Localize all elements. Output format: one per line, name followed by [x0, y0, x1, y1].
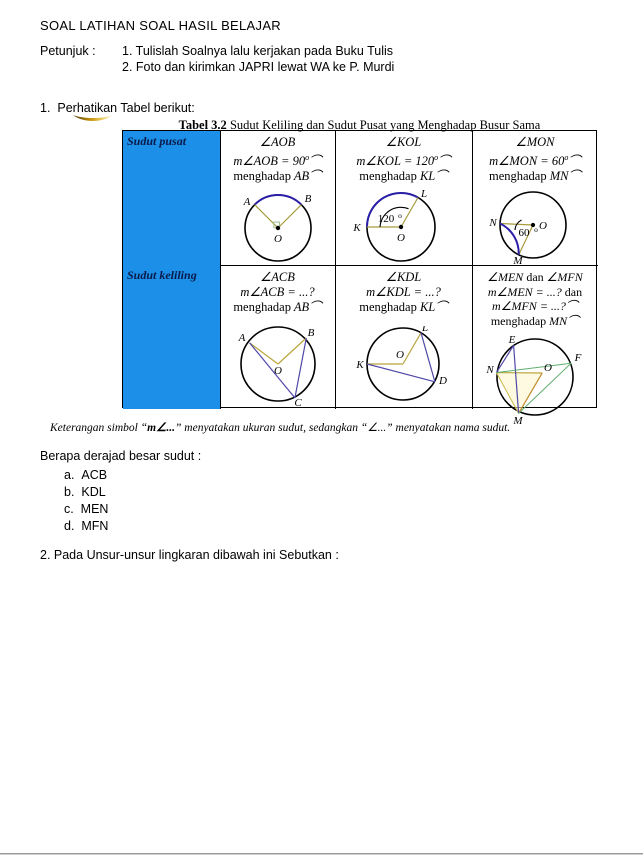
- svg-text:N: N: [485, 364, 494, 376]
- svg-text:B: B: [305, 193, 312, 205]
- svg-text:L: L: [421, 326, 428, 334]
- svg-text:K: K: [355, 359, 364, 371]
- svg-text:O: O: [274, 365, 282, 377]
- svg-text:B: B: [308, 327, 315, 339]
- svg-text:E: E: [508, 334, 516, 346]
- svg-text:O: O: [539, 220, 547, 232]
- svg-text:O: O: [396, 349, 404, 361]
- svg-text:O: O: [274, 233, 282, 245]
- svg-text:L: L: [420, 188, 427, 200]
- svg-text:D: D: [438, 375, 447, 387]
- svg-text:o: o: [534, 225, 538, 234]
- svg-text:N: N: [488, 217, 497, 229]
- svg-text:o: o: [398, 211, 402, 220]
- svg-text:M: M: [512, 255, 523, 266]
- svg-text:F: F: [574, 352, 582, 364]
- svg-text:A: A: [238, 332, 246, 344]
- svg-text:C: C: [294, 397, 302, 406]
- svg-text:60: 60: [519, 227, 531, 239]
- svg-text:K: K: [352, 222, 361, 234]
- svg-text:O: O: [397, 232, 405, 244]
- svg-text:A: A: [243, 196, 251, 208]
- svg-text:120: 120: [378, 213, 395, 225]
- svg-text:O: O: [544, 362, 552, 374]
